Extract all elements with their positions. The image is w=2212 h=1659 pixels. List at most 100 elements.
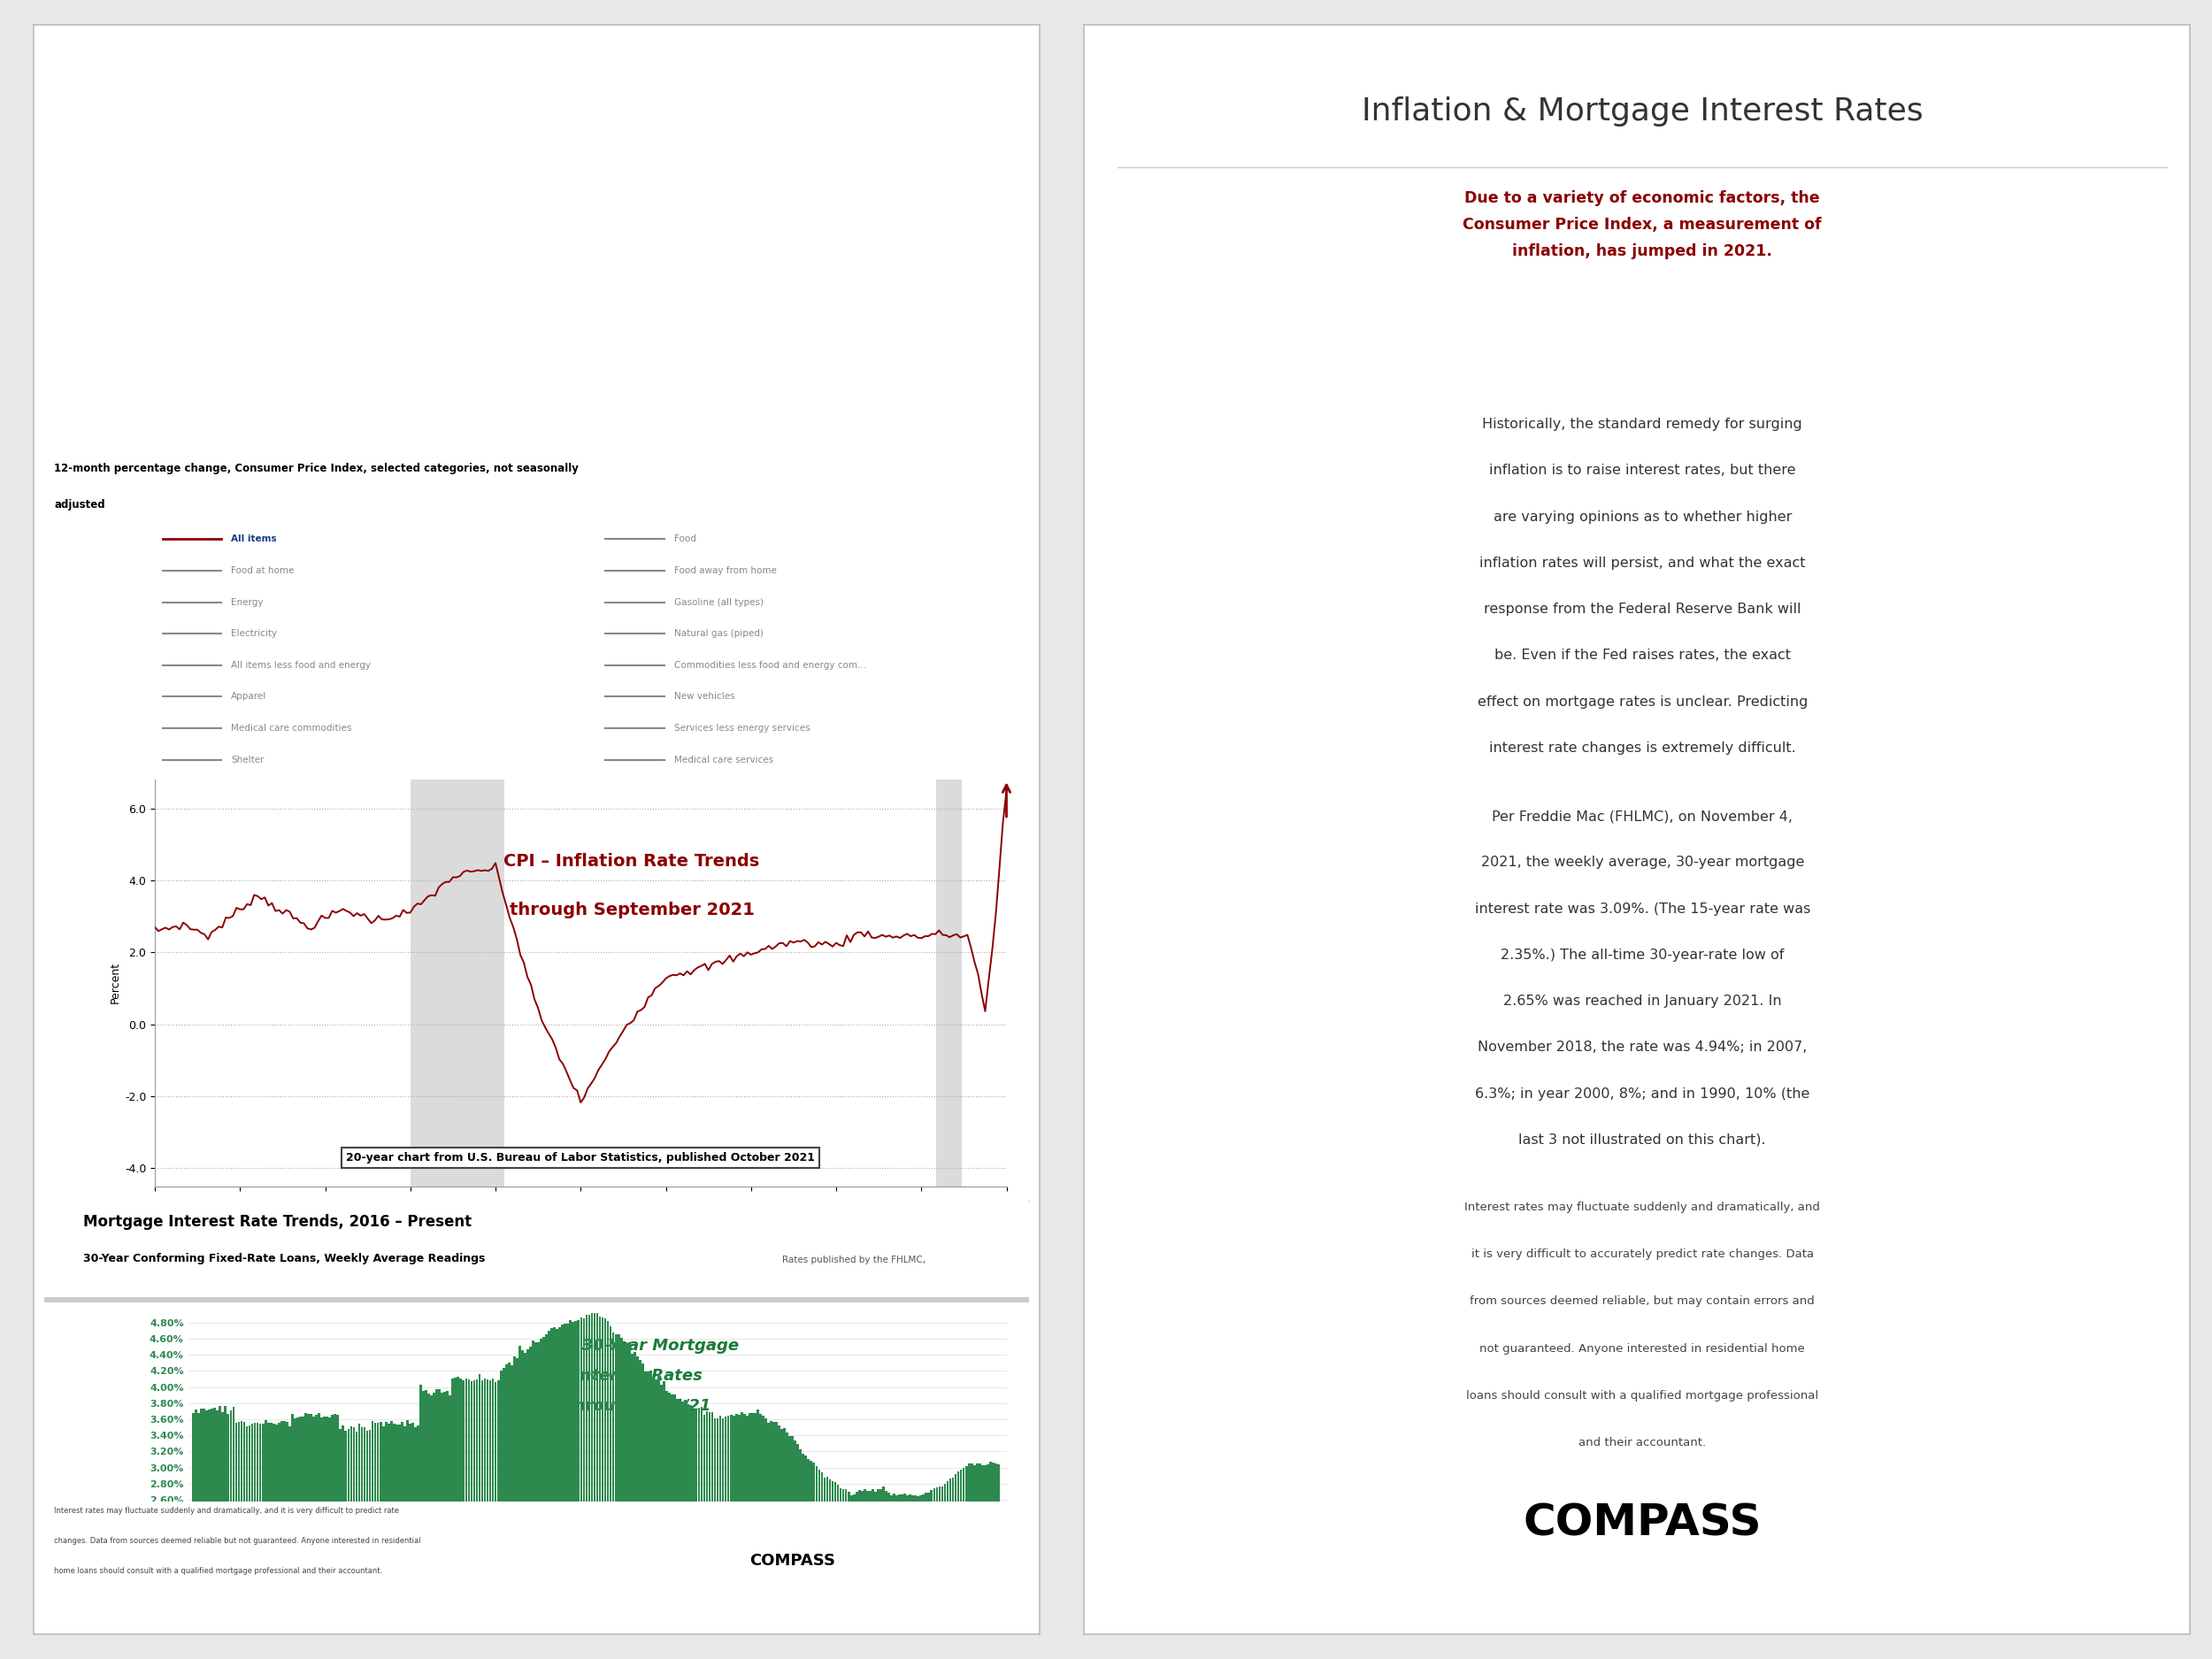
Text: adjusted: adjusted [53,499,106,511]
Bar [807,1458,810,1501]
Bar [907,1495,909,1501]
Bar [874,1491,876,1501]
Bar [821,1473,823,1501]
Bar [513,1355,515,1501]
Text: Interest rates may fluctuate suddenly and dramatically, and: Interest rates may fluctuate suddenly an… [1464,1201,1820,1213]
Bar [984,1465,987,1501]
Bar [754,1413,757,1501]
Bar [998,1465,1000,1501]
Text: last 3 not illustrated on this chart).: last 3 not illustrated on this chart). [1520,1133,1765,1146]
Bar [416,1425,420,1501]
Bar [697,1408,699,1501]
Bar [241,1422,243,1501]
Bar [394,1423,396,1501]
Bar [949,1478,951,1501]
Bar [876,1490,880,1501]
Text: 12-month percentage change, Consumer Price Index, selected categories, not seaso: 12-month percentage change, Consumer Pri… [53,463,580,474]
Bar [336,1415,338,1501]
Bar [969,1463,971,1501]
Bar [785,1433,787,1501]
Bar [248,1425,250,1501]
Bar [343,1425,345,1501]
Bar [380,1422,383,1501]
Bar [427,1394,429,1501]
Bar [989,1462,991,1501]
Bar [759,1413,761,1501]
Bar [296,1417,299,1501]
Bar [478,1374,480,1501]
Bar [695,1410,697,1501]
Bar [885,1491,887,1501]
Bar [637,1357,639,1501]
Bar [849,1495,852,1501]
Bar [310,1413,312,1501]
Bar [790,1437,792,1501]
Bar [947,1481,949,1501]
Bar [498,1380,500,1501]
Bar [641,1364,644,1501]
Bar [204,1408,206,1501]
Text: Commodities less food and energy com...: Commodities less food and energy com... [675,660,867,670]
Bar [867,1491,869,1501]
Bar [294,1418,296,1501]
Bar [960,1470,962,1501]
Bar [646,1370,650,1501]
Bar [447,1390,449,1501]
Bar [451,1379,453,1501]
Y-axis label: Percent: Percent [108,962,122,1004]
Bar [261,1423,263,1501]
Bar [951,1477,953,1501]
Text: Historically, the standard remedy for surging: Historically, the standard remedy for su… [1482,418,1803,431]
Bar [922,1495,925,1501]
Bar [958,1472,960,1501]
Bar [358,1423,361,1501]
Bar [321,1417,323,1501]
Bar [781,1428,783,1501]
Bar [710,1412,714,1501]
Bar [856,1491,858,1501]
Bar [555,1329,557,1501]
Text: Food: Food [675,534,697,544]
Bar [721,1418,723,1501]
Bar [414,1427,416,1501]
Bar [215,1408,217,1501]
Bar [206,1410,208,1501]
Bar [274,1423,276,1501]
Bar [243,1422,246,1501]
Bar [197,1413,199,1501]
Bar [628,1342,630,1501]
Bar [484,1379,487,1501]
Text: CPI – Inflation Rate Trends: CPI – Inflation Rate Trends [504,853,759,869]
Bar [265,1420,268,1501]
Bar [975,1463,978,1501]
Bar [434,1392,436,1501]
Bar [889,1495,894,1501]
Bar [305,1413,307,1501]
Bar [708,1412,710,1501]
Bar [719,1415,721,1501]
Bar [575,1321,577,1501]
Bar [768,1423,770,1501]
Text: Food away from home: Food away from home [675,566,776,576]
Bar [823,1477,825,1501]
Text: Education and communication: Education and communication [232,786,372,796]
Bar [436,1389,438,1501]
Bar [894,1493,896,1501]
Text: effect on mortgage rates is unclear. Predicting: effect on mortgage rates is unclear. Pre… [1478,695,1807,708]
Bar [690,1405,692,1501]
Bar [230,1410,232,1501]
Bar [232,1407,234,1501]
Bar [383,1427,385,1501]
Bar [330,1417,332,1501]
Bar [803,1453,805,1501]
Bar [872,1490,874,1501]
Bar [783,1428,785,1501]
Bar [491,1379,493,1501]
Bar [880,1490,883,1501]
Bar [617,1334,619,1501]
Bar [761,1417,765,1501]
Bar [369,1430,372,1501]
Bar [869,1491,872,1501]
Bar [765,1418,768,1501]
Bar [743,1413,745,1501]
